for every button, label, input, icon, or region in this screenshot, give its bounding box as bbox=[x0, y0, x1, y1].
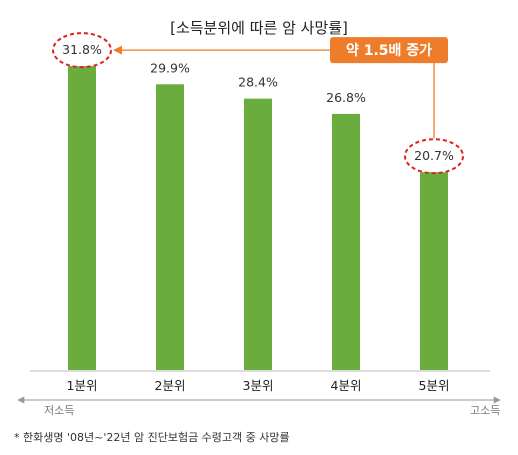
footnote: * 한화생명 '08년~'22년 암 진단보험금 수령고객 중 사망률 bbox=[14, 431, 290, 444]
highlight-circle-1 bbox=[52, 32, 112, 69]
value-label-3: 28.4% bbox=[238, 75, 278, 90]
value-label-5: 20.7% bbox=[414, 148, 454, 163]
callout-box bbox=[330, 37, 448, 64]
bar-2 bbox=[156, 84, 184, 371]
category-label-4: 4분위 bbox=[331, 378, 362, 393]
axis-left-label: 저소득 bbox=[44, 404, 74, 417]
category-label-2: 2분위 bbox=[155, 378, 186, 393]
category-labels-group: 1분위 2분위 3분위 4분위 5분위 bbox=[67, 378, 450, 393]
value-label-1: 31.8% bbox=[62, 42, 102, 57]
bar-4 bbox=[332, 113, 360, 371]
axis-right-label: 고소득 bbox=[470, 404, 500, 417]
bars-group bbox=[68, 66, 448, 371]
callout: 약 1.5배 증가 bbox=[113, 37, 448, 139]
category-label-1: 1분위 bbox=[67, 378, 98, 393]
category-label-5: 5분위 bbox=[419, 378, 450, 393]
value-labels-group: 31.8% 29.9% 28.4% 26.8% 20.7% bbox=[52, 32, 464, 175]
value-label-2: 29.9% bbox=[150, 60, 190, 75]
chart-title: [소득분위에 따른 암 사망률] bbox=[170, 19, 348, 37]
value-label-4: 26.8% bbox=[326, 90, 366, 105]
bar-5 bbox=[420, 172, 448, 370]
highlight-circle-5 bbox=[404, 138, 464, 175]
bar-3 bbox=[244, 98, 272, 370]
callout-text: 약 1.5배 증가 bbox=[346, 42, 432, 59]
bar-1 bbox=[68, 66, 96, 370]
category-label-3: 3분위 bbox=[243, 378, 274, 393]
